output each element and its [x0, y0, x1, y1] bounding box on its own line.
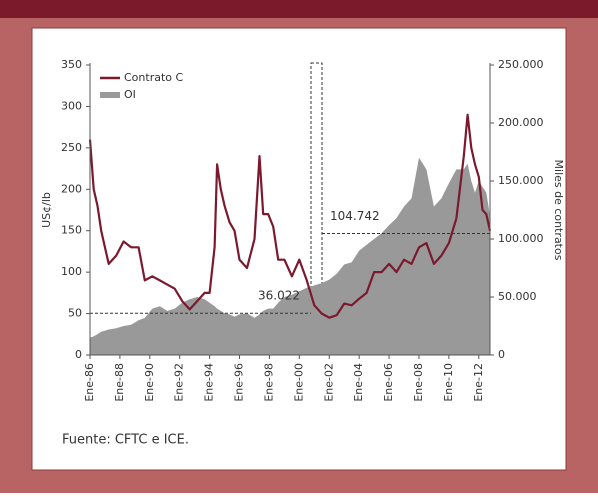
annotation-label: 36.022 — [258, 289, 300, 303]
x-tick-label: Ene-94 — [203, 363, 216, 402]
y-tick-label: 50 — [68, 307, 82, 320]
y2-tick-label: 100.000 — [498, 232, 544, 245]
top-strip — [0, 0, 598, 18]
legend-label: Contrato C — [124, 71, 183, 84]
oi-area — [90, 157, 490, 355]
y-tick-label: 250 — [61, 141, 82, 154]
y-axis-label: US¢/lb — [40, 192, 53, 228]
y-tick-label: 300 — [61, 99, 82, 112]
x-tick-label: Ene-86 — [83, 363, 96, 402]
y-tick-label: 200 — [61, 182, 82, 195]
y-tick-label: 350 — [61, 58, 82, 71]
y2-tick-label: 0 — [498, 348, 505, 361]
y2-tick-label: 150.000 — [498, 174, 544, 187]
x-tick-label: Ene-90 — [143, 363, 156, 402]
x-tick-label: Ene-00 — [292, 363, 305, 402]
x-tick-label: Ene-06 — [382, 363, 395, 402]
x-tick-label: Ene-98 — [262, 363, 275, 402]
y2-tick-label: 250.000 — [498, 58, 544, 71]
x-tick-label: Ene-88 — [113, 363, 126, 402]
x-tick-label: Ene-12 — [472, 363, 485, 402]
highlight-box — [310, 62, 323, 356]
x-tick-label: Ene-10 — [442, 363, 455, 402]
annotation-label: 104.742 — [330, 209, 380, 223]
legend-swatch — [100, 92, 120, 98]
x-tick-label: Ene-02 — [322, 363, 335, 402]
x-tick-label: Ene-92 — [173, 363, 186, 402]
x-tick-label: Ene-04 — [352, 363, 365, 402]
y-tick-label: 0 — [75, 348, 82, 361]
y-tick-label: 100 — [61, 265, 82, 278]
x-tick-label: Ene-08 — [412, 363, 425, 402]
legend-label: OI — [124, 88, 136, 101]
y2-axis-label: Miles de contratos — [552, 160, 565, 261]
x-tick-label: Ene-96 — [233, 363, 246, 402]
y-tick-label: 150 — [61, 224, 82, 237]
y2-tick-label: 50.000 — [498, 290, 537, 303]
source: Fuente: CFTC e ICE. — [62, 433, 189, 448]
price-line — [88, 113, 492, 319]
y2-tick-label: 200.000 — [498, 116, 544, 129]
